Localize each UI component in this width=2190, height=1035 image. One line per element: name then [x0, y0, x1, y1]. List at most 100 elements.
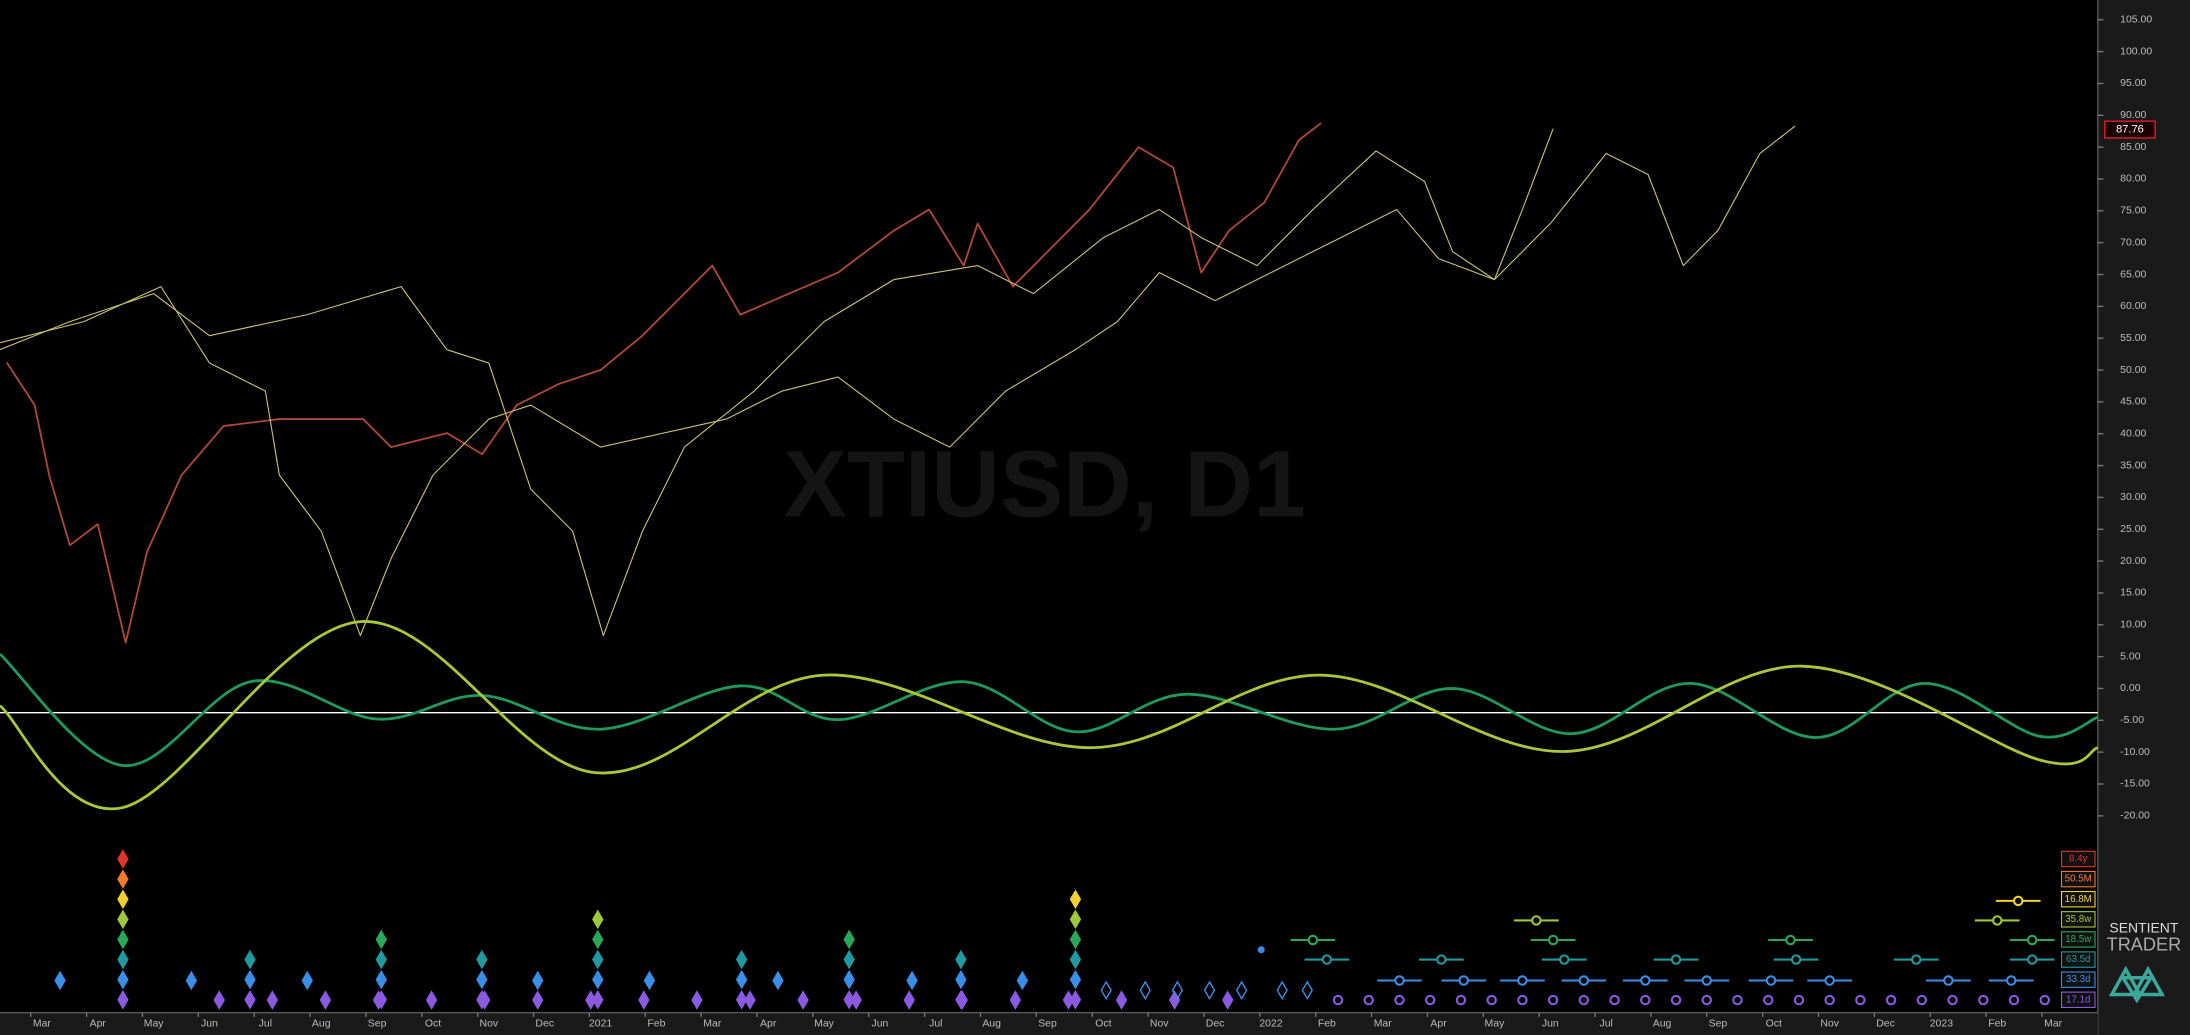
x-tick-label: Sep: [368, 1019, 387, 1030]
cycle-projection: [2026, 954, 2038, 965]
cycle-marker: [301, 970, 313, 991]
cycle-projection: [1732, 994, 1743, 1006]
x-tick-label: Aug: [1653, 1019, 1672, 1030]
cycle-marker: [1069, 889, 1082, 909]
y-tick-label: 105.00: [2120, 15, 2152, 26]
cycle-projection: [2026, 934, 2038, 946]
cycle-marker: [956, 990, 969, 1010]
cycle-projection: [1363, 994, 1374, 1006]
cycle-marker: [476, 969, 488, 990]
cycle-projection: [1531, 915, 1542, 926]
y-tick-label: 25.00: [2120, 524, 2146, 535]
x-tick-label: Feb: [1318, 1019, 1336, 1030]
x-tick-label: Apr: [90, 1019, 107, 1030]
y-tick-label: 75.00: [2120, 206, 2146, 217]
cycle-marker: [1171, 980, 1184, 1001]
cycle-marker: [592, 929, 604, 950]
cycle-marker: [117, 909, 129, 930]
x-tick-label: Jun: [1542, 1019, 1559, 1030]
cycle-marker: [592, 949, 604, 970]
cycle-marker: [117, 969, 129, 990]
cycle-marker: [843, 969, 855, 990]
x-tick-label: Nov: [480, 1019, 499, 1030]
cycle-box: [2060, 850, 2096, 868]
cycle-label: 35.8w: [2065, 914, 2092, 925]
cycle-marker: [532, 970, 544, 991]
last-price-label: 87.76: [2116, 124, 2144, 136]
x-tick-label: Aug: [982, 1019, 1001, 1030]
y-tick-label: 70.00: [2120, 237, 2146, 248]
cycle-projection: [1701, 975, 1712, 986]
cycle-projection: [1517, 994, 1528, 1006]
watermark: XTIUSD, D1: [784, 432, 1306, 538]
cycle-projection: [1670, 954, 1682, 965]
cycle-marker: [1139, 980, 1151, 1001]
cycle-marker: [372, 990, 385, 1010]
x-tick-label: Mar: [2044, 1019, 2063, 1030]
cycle-box: [2060, 991, 2096, 1009]
y-tick-label: -15.00: [2120, 779, 2150, 790]
x-tick-label: Mar: [33, 1019, 52, 1030]
cycle-marker: [735, 969, 748, 990]
cycle-label: 16.8M: [2065, 894, 2092, 905]
cycle-projection: [1911, 954, 1922, 965]
cycle-marker: [1235, 980, 1248, 1001]
cycle-projection: [1992, 915, 2003, 926]
cycle-box: [2060, 951, 2096, 968]
y-tick-label: 80.00: [2120, 174, 2146, 185]
cycle-projection: [1609, 994, 1620, 1006]
y-tick-label: 55.00: [2120, 333, 2146, 344]
x-tick-label: Oct: [1766, 1019, 1782, 1030]
y-tick-label: 90.00: [2120, 110, 2146, 121]
cycle-box: [2060, 971, 2096, 988]
x-tick-label: Dec: [1206, 1019, 1225, 1030]
cycle-box: [2060, 931, 2096, 948]
cycle-projection: [1559, 954, 1570, 965]
cycle-marker: [117, 889, 129, 909]
y-tick-label: -5.00: [2120, 715, 2144, 726]
cycle-marker: [1069, 909, 1082, 930]
cycle-projection: [1762, 994, 1774, 1006]
cycle-projection: [1947, 994, 1958, 1006]
cycle-marker: [244, 969, 256, 990]
cycle-marker: [117, 849, 129, 869]
cycle-marker: [772, 970, 784, 991]
x-tick-label: Mar: [1374, 1019, 1393, 1030]
cycle-label: 33.3d: [2066, 974, 2090, 985]
x-axis-panel: [0, 1012, 2098, 1035]
cycle-projection: [1458, 975, 1469, 986]
y-tick-label: 45.00: [2120, 397, 2146, 408]
y-tick-label: 5.00: [2120, 651, 2141, 662]
cycle-projection: [1943, 975, 1954, 986]
y-tick-label: 30.00: [2120, 492, 2146, 503]
x-tick-label: Sep: [1709, 1019, 1728, 1030]
cycle-projection: [1916, 994, 1928, 1006]
cycle-marker: [532, 990, 544, 1010]
cycle-marker: [691, 990, 703, 1010]
cycle-projection: [2012, 895, 2024, 907]
cycle-projection: [1424, 994, 1436, 1006]
x-tick-label: Sep: [1038, 1019, 1057, 1030]
y-tick-label: 35.00: [2120, 460, 2146, 471]
cycle-projection: [2005, 975, 2017, 986]
cycle-marker: [425, 990, 438, 1010]
cycle-marker: [744, 990, 756, 1010]
x-tick-label: Feb: [1988, 1019, 2006, 1030]
y-tick-label: 40.00: [2120, 428, 2146, 439]
cycle-marker: [1115, 990, 1128, 1010]
cycle-box: [2060, 890, 2096, 908]
cycle-marker: [244, 949, 256, 970]
y-tick-label: 20.00: [2120, 556, 2146, 567]
series-line: [0, 653, 2099, 767]
series-line: [0, 125, 1796, 637]
logo-mark: [2108, 965, 2166, 1004]
cycle-marker: [375, 969, 387, 990]
cycle-marker: [1016, 970, 1029, 991]
cycle-marker: [843, 949, 855, 970]
cycle-marker: [1221, 990, 1234, 1010]
cycle-marker: [735, 949, 748, 970]
cycle-projection: [1332, 994, 1344, 1006]
y-tick-label: 65.00: [2120, 269, 2146, 280]
